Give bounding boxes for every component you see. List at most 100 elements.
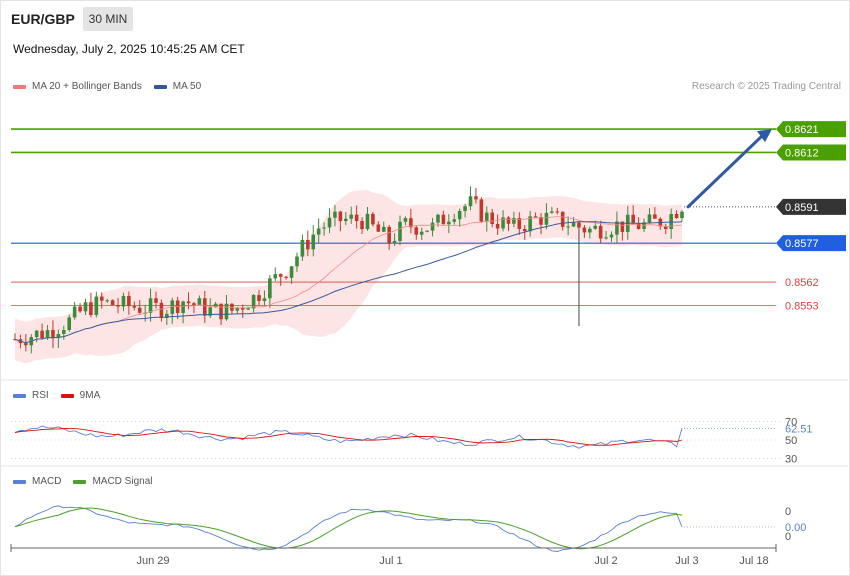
- candle: [560, 211, 565, 231]
- x-tick-label: Jul 3: [675, 555, 698, 567]
- candle-body: [447, 221, 451, 225]
- candle-body: [577, 222, 581, 228]
- candle: [34, 329, 39, 343]
- candle: [116, 298, 120, 314]
- candle: [593, 220, 598, 230]
- candle: [251, 294, 256, 313]
- candle: [338, 210, 343, 232]
- candle: [680, 210, 684, 222]
- candle-body: [251, 295, 256, 309]
- candle-body: [360, 221, 364, 230]
- candle: [240, 304, 245, 318]
- candle-body: [463, 206, 467, 211]
- candle-body: [566, 226, 570, 228]
- candle: [430, 217, 435, 237]
- projection-arrowhead: [757, 129, 772, 143]
- price-label-support: 0.8553: [785, 300, 819, 312]
- candle-body: [349, 214, 354, 219]
- main-legend: MA 20 + Bollinger Bands MA 50: [13, 81, 213, 92]
- candle: [550, 206, 554, 214]
- candle-body: [83, 302, 88, 312]
- candle-body: [501, 217, 505, 229]
- candle: [132, 301, 137, 311]
- candle: [148, 288, 153, 322]
- candle: [322, 222, 326, 236]
- candle: [273, 267, 278, 282]
- candle: [598, 220, 603, 244]
- candle: [230, 303, 234, 314]
- candle: [528, 210, 532, 237]
- candle: [365, 206, 370, 231]
- candle-body: [409, 218, 413, 228]
- candle-body: [295, 256, 299, 267]
- candle-body: [230, 303, 234, 311]
- candle: [175, 296, 180, 320]
- candle-body: [327, 217, 332, 228]
- candle: [403, 216, 408, 226]
- candle-body: [436, 214, 440, 223]
- price-tag-resistance: [776, 144, 846, 161]
- candle-body: [604, 237, 608, 239]
- candle-body: [484, 212, 489, 222]
- candle: [289, 265, 294, 284]
- projection-arrow-line: [686, 132, 766, 209]
- candle-body: [528, 216, 532, 232]
- candle-body: [62, 330, 66, 335]
- candle-body: [680, 211, 684, 218]
- legend-label-ma50: MA 50: [172, 81, 202, 92]
- candle: [197, 295, 202, 306]
- candle: [284, 276, 288, 280]
- candle-body: [392, 240, 397, 243]
- candle-body: [197, 298, 202, 306]
- candle: [300, 234, 305, 261]
- rsi-9ma-line: [14, 428, 683, 446]
- candle-body: [414, 227, 419, 235]
- legend-item-macd-signal: MACD Signal: [73, 476, 152, 487]
- candle-body: [165, 313, 169, 318]
- timeframe-button[interactable]: 30 MIN: [83, 7, 133, 31]
- candle: [506, 216, 511, 232]
- candle-body: [159, 302, 164, 318]
- candle: [62, 325, 66, 340]
- candle-body: [333, 211, 337, 218]
- legend-label-rsi: RSI: [32, 390, 49, 401]
- candle-body: [300, 239, 305, 257]
- candle: [262, 290, 267, 306]
- candle: [463, 203, 467, 218]
- candle-body: [268, 278, 272, 299]
- candle-body: [186, 301, 191, 304]
- legend-label-ma20: MA 20 + Bollinger Bands: [32, 81, 142, 92]
- candle-body: [376, 224, 381, 232]
- instrument-symbol: EUR/GBP: [11, 11, 75, 27]
- macd-tick-label: 0: [785, 531, 791, 543]
- candle: [474, 187, 478, 204]
- candle-body: [636, 223, 641, 229]
- legend-item-rsi: RSI: [13, 390, 49, 401]
- x-tick-label: Jul 18: [739, 555, 768, 567]
- candle: [137, 300, 142, 315]
- candle-body: [24, 343, 28, 346]
- candle: [56, 329, 61, 348]
- candle: [409, 208, 413, 234]
- x-tick-label: Jul 2: [594, 555, 617, 567]
- candle: [609, 231, 614, 242]
- candle: [555, 207, 560, 215]
- candle-body: [56, 334, 61, 339]
- candle-body: [354, 214, 359, 222]
- candle-body: [555, 211, 560, 213]
- price-label-resistance: 0.8621: [785, 124, 819, 136]
- candle-body: [262, 298, 267, 301]
- candle: [381, 221, 386, 233]
- candle: [154, 291, 158, 309]
- candle-body: [631, 214, 635, 224]
- candle-body: [175, 300, 180, 314]
- candle-body: [495, 223, 500, 229]
- legend-swatch-rsi-9ma: [60, 393, 74, 398]
- candle: [452, 213, 457, 225]
- candle-body: [343, 218, 348, 222]
- candle: [89, 292, 93, 318]
- candle-body: [51, 330, 55, 339]
- x-tick-label: Jun 29: [136, 555, 169, 567]
- candle: [127, 291, 131, 315]
- candle: [316, 218, 321, 244]
